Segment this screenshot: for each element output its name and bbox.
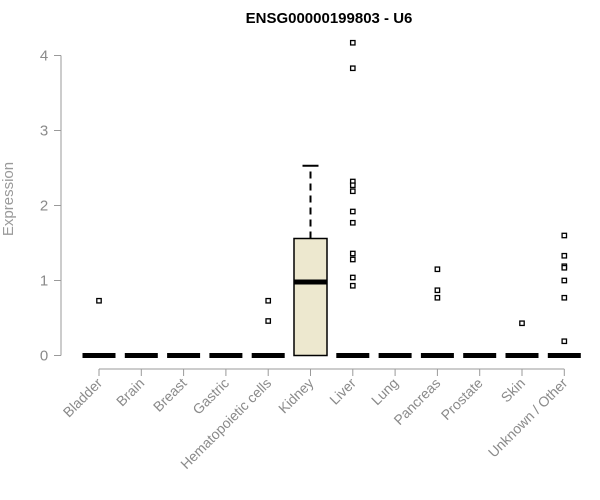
x-tick-label: Pancreas bbox=[390, 375, 443, 428]
box-skin bbox=[505, 320, 539, 358]
outlier-point bbox=[349, 208, 356, 215]
box-liver bbox=[336, 39, 370, 358]
outlier-point bbox=[561, 232, 568, 239]
box-hematopoietic-cells bbox=[251, 297, 285, 358]
box-bladder bbox=[82, 297, 116, 358]
x-tick-label: Skin bbox=[498, 375, 529, 406]
y-tick-label: 1 bbox=[40, 273, 48, 290]
outlier-point bbox=[265, 297, 272, 304]
y-axis: 0 1 2 3 4 bbox=[40, 48, 62, 365]
box-unknown-other bbox=[547, 232, 581, 358]
x-tick-label: Prostate bbox=[438, 375, 486, 423]
outlier-point bbox=[349, 39, 356, 46]
outlier-point bbox=[561, 277, 568, 284]
y-tick-label: 4 bbox=[40, 48, 48, 65]
y-tick-label: 0 bbox=[40, 348, 48, 365]
outlier-point bbox=[349, 182, 356, 189]
x-tick-label: Kidney bbox=[275, 375, 317, 417]
outlier-point bbox=[349, 250, 356, 257]
outlier-point bbox=[561, 252, 568, 259]
outlier-point bbox=[349, 65, 356, 72]
outlier-point bbox=[265, 318, 272, 324]
x-tick-label: Brain bbox=[113, 375, 147, 409]
x-tick-label: Breast bbox=[150, 375, 190, 415]
outlier-point bbox=[519, 320, 525, 327]
x-tick-label: Lung bbox=[368, 375, 401, 408]
outlier-point bbox=[434, 287, 441, 294]
box-kidney bbox=[293, 164, 328, 357]
outlier-point bbox=[349, 274, 356, 281]
x-tick-label: Liver bbox=[326, 375, 359, 408]
box-pancreas bbox=[420, 266, 454, 358]
outlier-point bbox=[349, 256, 356, 263]
outlier-point bbox=[434, 294, 441, 301]
outlier-point bbox=[561, 264, 568, 271]
outlier-point bbox=[349, 219, 356, 226]
outlier-point bbox=[434, 266, 441, 273]
boxes-group bbox=[82, 39, 581, 358]
outlier-point bbox=[561, 338, 568, 345]
y-tick-label: 2 bbox=[40, 198, 48, 215]
outlier-point bbox=[96, 297, 102, 304]
outlier-point bbox=[349, 282, 356, 289]
chart-title: ENSG00000199803 - U6 bbox=[246, 10, 413, 27]
x-tick-label: Unknown / Other bbox=[485, 375, 571, 461]
x-tick-label: Bladder bbox=[60, 375, 106, 421]
outlier-point bbox=[349, 188, 356, 195]
outlier-point bbox=[561, 294, 568, 301]
y-tick-label: 3 bbox=[40, 123, 48, 140]
y-axis-label: Expression bbox=[0, 162, 17, 236]
box-body bbox=[293, 237, 328, 357]
